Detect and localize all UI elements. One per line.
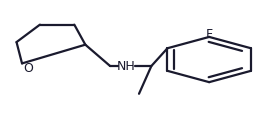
Text: F: F: [206, 28, 213, 41]
Text: O: O: [23, 62, 33, 75]
Text: NH: NH: [117, 60, 136, 72]
